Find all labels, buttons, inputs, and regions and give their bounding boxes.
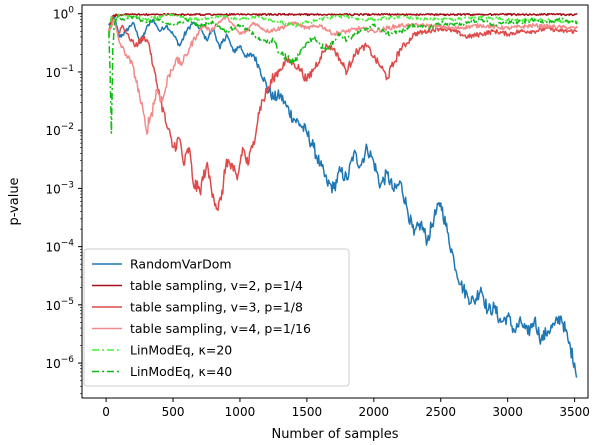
series-layer (108, 12, 578, 378)
y-tick-label: 10−2 (45, 122, 74, 138)
x-axis-ticks: 0 500 1000 1500 2000 2500 3000 3500 (102, 398, 590, 419)
legend-label: table sampling, v=3, p=1/8 (130, 300, 303, 315)
y-tick-label: 10−4 (45, 239, 74, 255)
series-line-4 (108, 15, 578, 135)
x-tick-label: 1500 (292, 405, 323, 419)
x-tick-label: 2500 (425, 405, 456, 419)
x-tick-label: 1000 (225, 405, 256, 419)
legend-label: LinModEq, κ=20 (130, 343, 232, 358)
legend-label: table sampling, v=4, p=1/16 (130, 321, 311, 336)
legend-label: table sampling, v=2, p=1/4 (130, 278, 303, 293)
x-tick-label: 3500 (559, 405, 590, 419)
x-tick-label: 3000 (492, 405, 523, 419)
x-axis-label: Number of samples (271, 427, 398, 442)
x-tick-label: 0 (102, 405, 110, 419)
y-axis-ticks: 100 10−1 10−2 10−3 10−4 10−5 10−6 (45, 6, 82, 394)
x-tick-label: 2000 (359, 405, 390, 419)
legend-label: RandomVarDom (130, 257, 232, 272)
x-tick-label: 500 (162, 405, 185, 419)
series-line-1 (108, 15, 578, 378)
series-line-6 (108, 14, 578, 134)
y-tick-label: 100 (53, 6, 74, 22)
legend: RandomVarDom table sampling, v=2, p=1/4 ta… (83, 248, 350, 387)
y-tick-label: 10−3 (45, 180, 74, 196)
y-tick-label: 10−1 (45, 64, 74, 80)
series-line-2 (108, 12, 578, 32)
y-tick-label: 10−5 (45, 297, 74, 313)
legend-box (83, 248, 350, 387)
series-line-3 (108, 15, 578, 212)
y-tick-label: 10−6 (45, 355, 74, 371)
legend-label: LinModEq, κ=40 (130, 364, 232, 379)
y-axis-label: p-value (7, 177, 22, 225)
